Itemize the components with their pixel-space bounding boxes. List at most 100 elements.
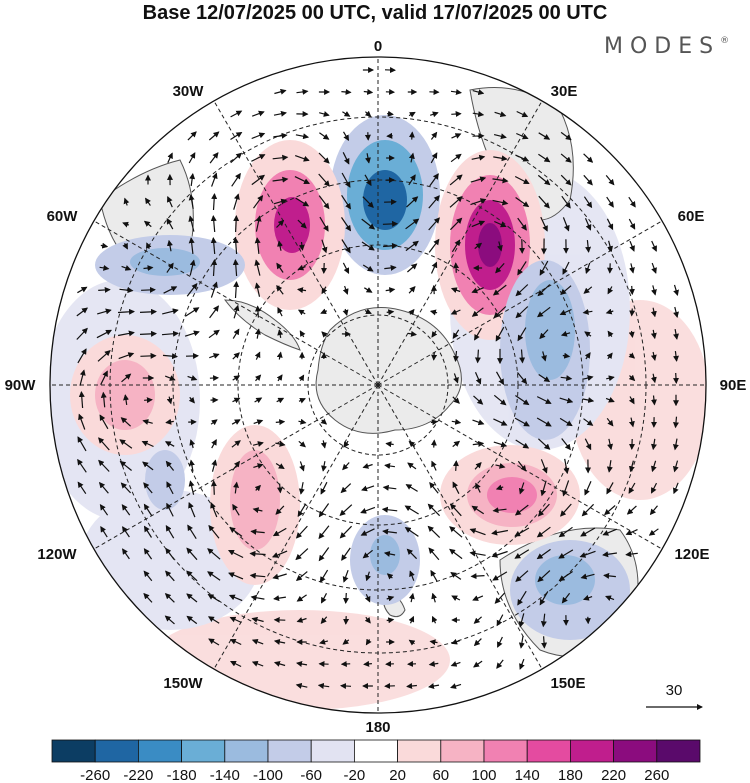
- wind-vector: [362, 549, 373, 559]
- wind-vector: [515, 284, 529, 297]
- wind-vector: [295, 525, 308, 539]
- wind-vector: [342, 308, 349, 316]
- wind-vector: [297, 503, 307, 518]
- wind-vector: [233, 481, 240, 494]
- wind-vector: [628, 196, 636, 208]
- wind-vector: [648, 528, 659, 536]
- wind-vector: [560, 330, 571, 337]
- wind-vector: [143, 592, 153, 603]
- wind-vector: [496, 659, 504, 669]
- wind-vector: [295, 548, 309, 561]
- wind-vector: [449, 526, 463, 538]
- wind-vector: [493, 155, 508, 162]
- wind-vector: [605, 396, 615, 403]
- wind-vector: [473, 395, 484, 405]
- wind-vector: [77, 286, 88, 294]
- wind-vector: [364, 110, 372, 117]
- wind-vector: [275, 505, 285, 515]
- wind-vector: [232, 397, 241, 404]
- wind-vector: [211, 193, 218, 211]
- wind-vector: [251, 660, 264, 667]
- wind-vector: [250, 594, 265, 601]
- wind-vector: [474, 461, 482, 470]
- wind-vector: [628, 352, 636, 359]
- wind-vector: [408, 639, 416, 646]
- wind-vector: [208, 638, 220, 646]
- wind-vector: [251, 110, 265, 117]
- wind-vector: [537, 503, 550, 517]
- colorbar-swatch: [397, 739, 442, 763]
- wind-vector: [249, 572, 266, 579]
- wind-vector: [408, 308, 415, 316]
- wind-vector: [98, 286, 111, 293]
- wind-vector: [341, 217, 352, 232]
- wind-vector: [428, 238, 440, 253]
- wind-vector: [428, 683, 440, 689]
- wind-vector: [583, 418, 594, 426]
- wind-vector: [540, 613, 547, 628]
- wind-vector: [672, 482, 679, 495]
- wind-vector: [254, 305, 261, 318]
- wind-vector: [471, 287, 484, 294]
- wind-vector: [517, 460, 527, 472]
- wind-vector: [470, 198, 487, 206]
- wind-vector: [560, 153, 572, 163]
- wind-vector: [343, 440, 350, 448]
- wind-vector: [452, 329, 460, 340]
- wind-vector: [320, 481, 328, 495]
- wind-vector: [517, 327, 527, 342]
- wind-vector: [166, 218, 174, 230]
- wind-vector: [298, 482, 305, 495]
- wind-vector: [254, 237, 261, 254]
- wind-vector: [453, 373, 459, 384]
- wind-vector: [472, 440, 485, 447]
- wind-vector: [122, 526, 130, 538]
- wind-vector: [582, 594, 593, 601]
- wind-vector: [492, 507, 507, 514]
- colorbar-tick-label: 180: [558, 767, 583, 783]
- wind-vector: [100, 391, 107, 408]
- wind-vector: [319, 569, 329, 583]
- wind-vector: [560, 503, 572, 517]
- wind-vector: [360, 506, 376, 514]
- wind-vector: [207, 616, 220, 624]
- wind-vector: [452, 396, 460, 404]
- wind-vector: [539, 260, 549, 276]
- wind-vector: [342, 638, 350, 645]
- wind-vector: [427, 525, 441, 539]
- wind-vector: [228, 594, 243, 602]
- wind-vector: [382, 528, 397, 535]
- wind-vector: [251, 132, 266, 140]
- wind-vector: [363, 88, 374, 95]
- wind-vector: [673, 372, 679, 384]
- wind-vector: [318, 195, 330, 210]
- wind-vector: [276, 219, 285, 228]
- wind-vector: [98, 459, 110, 472]
- colorbar-swatch: [137, 739, 182, 763]
- negative-anomaly-australia: [510, 540, 630, 640]
- wind-vector: [673, 351, 679, 362]
- wind-vector: [450, 572, 462, 580]
- wind-vector: [296, 88, 309, 95]
- wind-vector: [625, 529, 638, 536]
- wind-vector: [429, 173, 439, 187]
- wind-vector: [142, 419, 153, 425]
- wind-vector: [272, 527, 287, 537]
- wind-vector: [453, 262, 460, 273]
- wind-vector: [188, 396, 195, 404]
- wind-vector: [297, 287, 307, 294]
- vector-reference-label: 30: [666, 682, 683, 699]
- wind-vector: [408, 152, 415, 163]
- wind-vector: [560, 174, 572, 186]
- wind-vector: [606, 218, 614, 231]
- wind-vector: [164, 375, 176, 381]
- wind-vector: [276, 374, 283, 382]
- wind-vector: [626, 505, 637, 515]
- wind-vector: [538, 153, 551, 163]
- wind-vector: [450, 153, 462, 163]
- wind-vector: [650, 373, 657, 384]
- wind-vector: [474, 349, 481, 364]
- wind-vector: [76, 327, 88, 340]
- wind-vector: [449, 217, 463, 231]
